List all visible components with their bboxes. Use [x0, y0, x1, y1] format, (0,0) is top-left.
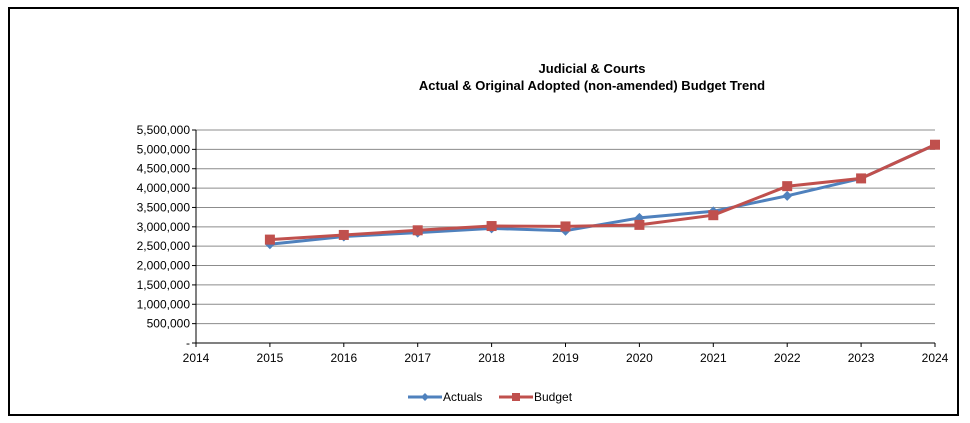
legend-item-actuals: Actuals: [408, 390, 482, 404]
y-tick-label: 2,000,000: [137, 259, 191, 273]
y-tick-label: 3,000,000: [137, 220, 191, 234]
y-tick-label: 4,500,000: [137, 162, 191, 176]
data-point: [782, 181, 793, 192]
data-point: [856, 173, 867, 184]
axes: [192, 129, 936, 347]
data-point: [930, 139, 940, 150]
x-tick-label: 2016: [330, 351, 357, 365]
y-tick-label: 1,000,000: [137, 297, 191, 311]
data-point: [634, 219, 645, 230]
y-tick-label: -: [186, 336, 190, 350]
y-axis-ticks: - 500,000 1,000,000 1,500,000 2,000,000 2,500…: [137, 123, 191, 350]
chart-frame: [8, 7, 959, 416]
data-point: [412, 225, 423, 236]
data-point: [264, 234, 275, 245]
x-tick-label: 2018: [478, 351, 505, 365]
series-line: [269, 143, 936, 246]
x-axis-ticks: 2014 2015 2016 2017 2018 2019 2020 2021 2022 2023…: [183, 351, 949, 365]
chart-title: Judicial & Courts: [539, 61, 646, 76]
series-line: [269, 143, 936, 242]
chart-subtitle: Actual & Original Adopted (non-amended) …: [419, 78, 765, 93]
y-tick-label: 500,000: [147, 317, 191, 331]
y-tick-label: 5,000,000: [137, 142, 191, 156]
y-tick-label: 3,500,000: [137, 200, 191, 214]
x-tick-label: 2024: [922, 351, 949, 365]
gridlines: [196, 129, 935, 325]
series-budget: [264, 139, 940, 245]
y-tick-label: 5,500,000: [137, 123, 191, 137]
legend: Actuals Budget: [408, 390, 573, 404]
x-tick-label: 2021: [700, 351, 727, 365]
data-point: [782, 190, 793, 201]
legend-marker: [512, 393, 520, 401]
data-point: [708, 210, 719, 221]
y-tick-label: 1,500,000: [137, 278, 191, 292]
x-tick-label: 2020: [626, 351, 653, 365]
y-tick-label: 4,000,000: [137, 181, 191, 195]
x-tick-label: 2019: [552, 351, 579, 365]
x-tick-label: 2023: [848, 351, 875, 365]
legend-marker: [421, 393, 429, 401]
x-tick-label: 2022: [774, 351, 801, 365]
y-tick-label: 2,500,000: [137, 239, 191, 253]
legend-item-budget: Budget: [499, 390, 573, 404]
data-point: [560, 221, 571, 232]
x-tick-label: 2014: [183, 351, 210, 365]
legend-label: Budget: [534, 390, 573, 404]
data-point: [338, 229, 349, 240]
x-tick-label: 2015: [257, 351, 284, 365]
data-point: [486, 221, 497, 232]
x-tick-label: 2017: [404, 351, 431, 365]
series-group: [264, 139, 940, 250]
legend-label: Actuals: [443, 390, 482, 404]
